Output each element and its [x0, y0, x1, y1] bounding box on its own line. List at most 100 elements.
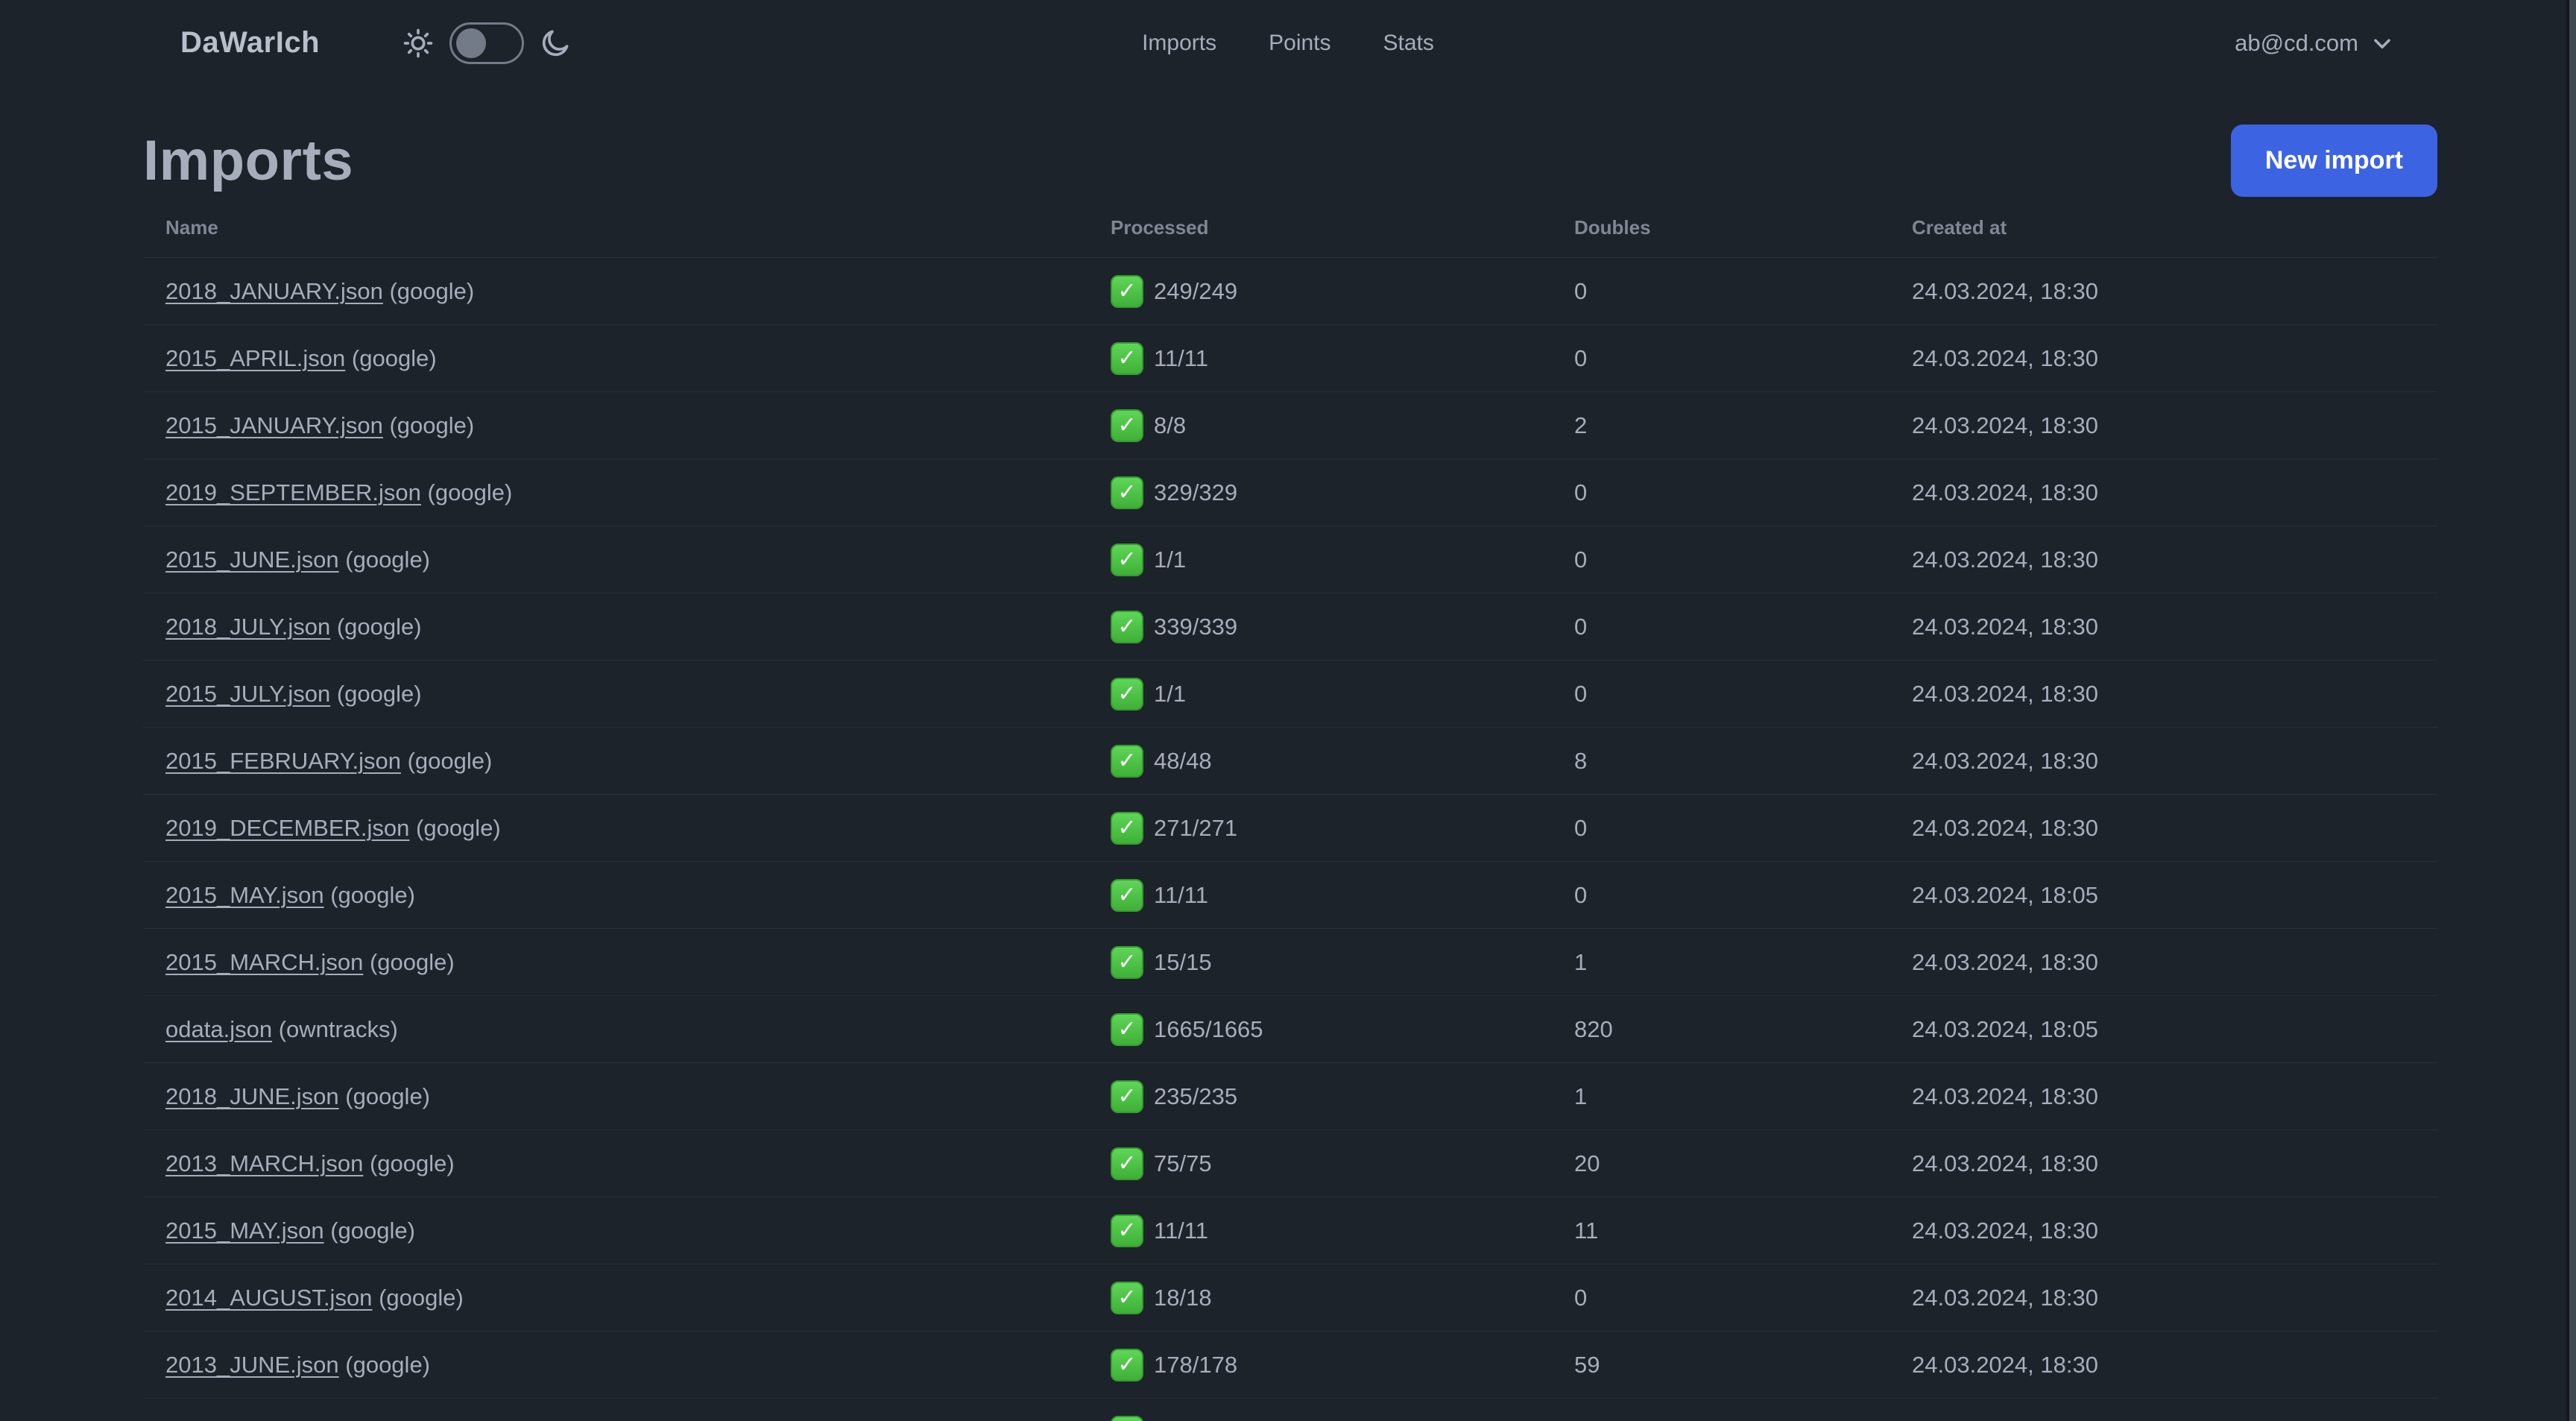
import-file-link[interactable]: 2018_JULY.json [165, 613, 331, 640]
import-file-link[interactable]: 2014_AUGUST.json [165, 1284, 373, 1311]
import-file-link[interactable]: 2015_MAY.json [165, 881, 324, 908]
check-icon: ✓ [1111, 341, 1143, 375]
created-at: 24.03.2024, 18:30 [1912, 344, 2098, 371]
check-icon: ✓ [1111, 476, 1143, 509]
table-row: 2019_SEPTEMBER.json (google) ✓ 329/329 0… [143, 459, 2437, 526]
created-at: 24.03.2024, 18:30 [1912, 412, 2098, 438]
import-source-label: (google) [389, 412, 475, 438]
import-source-label: (google) [379, 1284, 464, 1311]
doubles-count: 8 [1574, 747, 1588, 774]
check-icon: ✓ [1111, 610, 1143, 643]
scrollbar-thumb[interactable] [2569, 0, 2576, 1421]
check-icon: ✓ [1111, 1012, 1143, 1046]
check-icon: ✓ [1111, 409, 1143, 442]
doubles-count: 59 [1574, 1351, 1600, 1378]
toggle-knob [456, 28, 487, 58]
import-file-link[interactable]: 2015_JUNE.json [165, 546, 339, 573]
processed-cell: ✓ 1665/1665 [1088, 1012, 1552, 1046]
table-row: 2015_JANUARY.json (google) ✓ 8/8 2 24.03… [143, 391, 2437, 459]
app-logo[interactable]: DaWarIch [180, 26, 321, 59]
col-header-processed: Processed [1111, 215, 1209, 239]
created-at: 24.03.2024, 18:30 [1912, 1217, 2098, 1244]
table-row: 2013_JUNE.json (google) ✓ 178/178 59 24.… [143, 1331, 2437, 1398]
import-source-label: (google) [330, 1217, 415, 1244]
created-at: 24.03.2024, 18:30 [1912, 479, 2098, 505]
doubles-count: 11 [1574, 1217, 1599, 1244]
navbar: DaWarIch Imports Point [0, 0, 2576, 86]
import-file-link[interactable]: 2013_JUNE.json [165, 1351, 339, 1378]
import-file-link[interactable]: 2015_JULY.json [165, 680, 331, 707]
check-icon: ✓ [1111, 1281, 1143, 1314]
user-email: ab@cd.com [2235, 29, 2358, 56]
table-row: 2015_JULY.json (google) ✓ 1/1 0 24.03.20… [143, 660, 2437, 727]
page-title: Imports [143, 128, 354, 192]
processed-cell: ✓ 249/249 [1088, 274, 1552, 308]
import-source-label: (google) [345, 1351, 431, 1378]
processed-count: 1/1 [1154, 546, 1187, 573]
table-header-row: Name Processed Doubles Created at [143, 198, 2437, 257]
chevron-down-icon [2369, 30, 2396, 57]
check-icon: ✓ [1111, 1415, 1143, 1421]
import-file-link[interactable]: 2015_MARCH.json [165, 948, 364, 975]
import-file-link[interactable]: 2015_JANUARY.json [165, 412, 383, 438]
processed-count: 11/11 [1154, 344, 1208, 371]
processed-count: 249/249 [1154, 277, 1238, 304]
created-at: 24.03.2024, 18:30 [1912, 613, 2098, 640]
doubles-count: 0 [1574, 680, 1588, 707]
doubles-count: 0 [1574, 814, 1588, 841]
processed-cell: ✓ 1/1 [1088, 543, 1552, 576]
doubles-count: 0 [1574, 1284, 1588, 1311]
table-row: odata.json (owntracks) ✓ 1665/1665 820 2… [143, 995, 2437, 1062]
processed-count: 75/75 [1154, 1150, 1212, 1176]
processed-count: 271/271 [1154, 814, 1238, 841]
table-body: 2018_JANUARY.json (google) ✓ 249/249 0 2… [143, 257, 2437, 1398]
user-menu[interactable]: ab@cd.com [2235, 30, 2396, 57]
moon-icon [539, 27, 572, 60]
import-source-label: (google) [369, 948, 455, 975]
import-file-link[interactable]: odata.json [165, 1015, 273, 1042]
processed-count: 339/339 [1154, 613, 1238, 640]
import-source-label: (google) [345, 1083, 431, 1109]
import-source-label: (google) [336, 680, 422, 707]
created-at: 24.03.2024, 18:30 [1912, 1083, 2098, 1109]
created-at: 24.03.2024, 18:30 [1912, 814, 2098, 841]
table-row-partial: ✓ [143, 1398, 2437, 1421]
table-row: 2013_MARCH.json (google) ✓ 75/75 20 24.0… [143, 1129, 2437, 1197]
new-import-button[interactable]: New import [2230, 124, 2437, 197]
created-at: 24.03.2024, 18:30 [1912, 680, 2098, 707]
table-row: 2015_FEBRUARY.json (google) ✓ 48/48 8 24… [143, 727, 2437, 794]
import-file-link[interactable]: 2018_JUNE.json [165, 1083, 339, 1109]
import-file-link[interactable]: 2019_DECEMBER.json [165, 814, 410, 841]
import-file-link[interactable]: 2013_MARCH.json [165, 1150, 364, 1176]
processed-cell: ✓ 329/329 [1088, 476, 1552, 509]
processed-count: 18/18 [1154, 1284, 1212, 1311]
check-icon: ✓ [1111, 945, 1143, 979]
processed-count: 15/15 [1154, 948, 1212, 975]
processed-count: 235/235 [1154, 1083, 1238, 1109]
main-content: Imports New import Name Processed Double… [0, 123, 2576, 1421]
import-file-link[interactable]: 2018_JANUARY.json [165, 277, 383, 304]
check-icon: ✓ [1111, 1348, 1143, 1381]
processed-count: 8/8 [1154, 412, 1187, 438]
created-at: 24.03.2024, 18:30 [1912, 1284, 2098, 1311]
import-source-label: (google) [389, 277, 475, 304]
import-file-link[interactable]: 2015_FEBRUARY.json [165, 747, 401, 774]
doubles-count: 0 [1574, 613, 1588, 640]
check-icon: ✓ [1111, 1147, 1143, 1180]
processed-count: 11/11 [1154, 1217, 1208, 1244]
processed-count: 178/178 [1154, 1351, 1238, 1378]
theme-toggle-switch[interactable] [449, 22, 525, 64]
created-at: 24.03.2024, 18:30 [1912, 277, 2098, 304]
import-file-link[interactable]: 2015_APRIL.json [165, 344, 346, 371]
processed-count: 1/1 [1154, 680, 1187, 707]
nav-item-imports[interactable]: Imports [1142, 30, 1217, 55]
import-source-label: (google) [407, 747, 493, 774]
nav-item-stats[interactable]: Stats [1383, 30, 1434, 55]
processed-cell: ✓ 178/178 [1088, 1348, 1552, 1381]
nav-item-points[interactable]: Points [1269, 30, 1331, 55]
import-source-label: (google) [427, 479, 513, 505]
table-row: 2014_AUGUST.json (google) ✓ 18/18 0 24.0… [143, 1264, 2437, 1331]
check-icon: ✓ [1111, 1080, 1143, 1113]
import-file-link[interactable]: 2019_SEPTEMBER.json [165, 479, 421, 505]
import-file-link[interactable]: 2015_MAY.json [165, 1217, 324, 1244]
